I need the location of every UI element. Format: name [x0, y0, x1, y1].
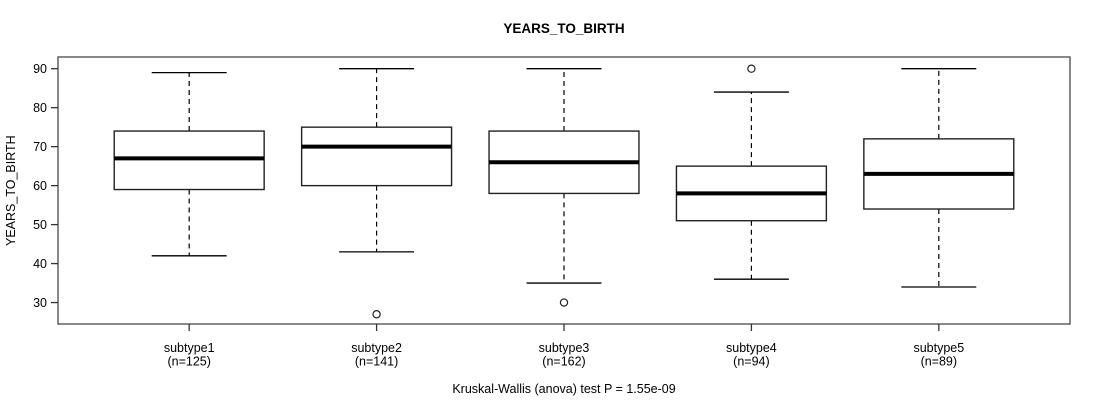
x-category-label: subtype2 — [351, 341, 402, 355]
x-category-count-label: (n=125) — [167, 355, 210, 369]
x-category-label: subtype1 — [164, 341, 215, 355]
x-category-count-label: (n=89) — [921, 355, 957, 369]
iqr-box — [300, 126, 453, 187]
y-axis-tick-label: 60 — [33, 179, 47, 193]
x-category-count-label: (n=141) — [355, 355, 398, 369]
chart-title: YEARS_TO_BIRTH — [503, 21, 625, 36]
y-axis-tick-label: 30 — [33, 296, 47, 310]
y-axis-tick-label: 50 — [33, 218, 47, 232]
y-axis-tick-label: 80 — [33, 101, 47, 115]
y-axis-tick-label: 70 — [33, 140, 47, 154]
stat-test-caption: Kruskal-Wallis (anova) test P = 1.55e-09 — [452, 382, 676, 396]
x-category-label: subtype4 — [726, 341, 777, 355]
y-axis-tick-label: 90 — [33, 62, 47, 76]
x-category-count-label: (n=162) — [542, 355, 585, 369]
x-category-count-label: (n=94) — [733, 355, 769, 369]
outlier-point — [372, 310, 381, 319]
x-category-label: subtype5 — [913, 341, 964, 355]
outlier-point — [747, 64, 756, 73]
x-category-label: subtype3 — [539, 341, 590, 355]
y-axis-tick-label: 40 — [33, 257, 47, 271]
outlier-point — [559, 298, 569, 307]
